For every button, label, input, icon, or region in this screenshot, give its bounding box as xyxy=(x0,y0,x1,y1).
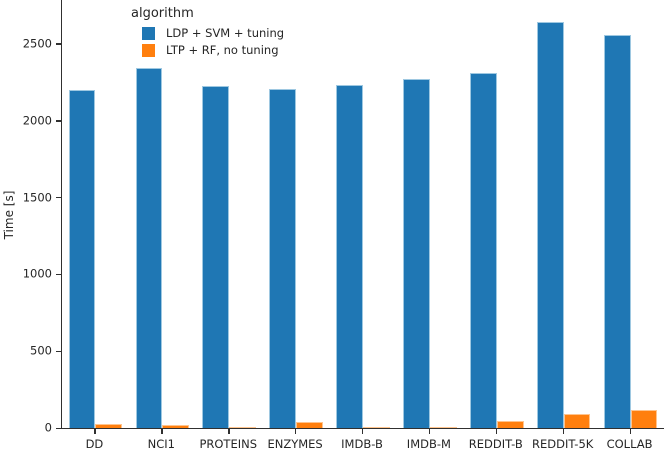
bar-enzymes-series1 xyxy=(296,421,323,428)
legend-item-label: LTP + RF, no tuning xyxy=(166,43,279,57)
y-tick-mark xyxy=(56,273,61,276)
bar-reddit-b-series0 xyxy=(470,73,497,428)
bar-proteins-series0 xyxy=(202,86,230,428)
x-tick-mark xyxy=(161,429,163,434)
bar-nci1-series0 xyxy=(135,67,163,428)
bar-imdb-b-series0 xyxy=(336,84,363,428)
bar-dd-series1 xyxy=(95,424,123,428)
x-tick-label-reddit-5k: REDDIT-5K xyxy=(531,437,594,451)
y-tick-mark xyxy=(56,350,61,352)
x-tick-label-reddit-b: REDDIT-B xyxy=(468,437,523,451)
legend-item-label: LDP + SVM + tuning xyxy=(166,26,285,40)
x-tick-mark xyxy=(295,429,297,434)
x-tick-label-nci1: NCI1 xyxy=(147,437,175,451)
x-tick-label-collab: COLLAB xyxy=(606,437,653,451)
y-tick-label: 500 xyxy=(30,343,52,358)
bar-collab-series0 xyxy=(603,34,631,428)
y-tick-label: 1500 xyxy=(22,190,52,205)
x-tick-label-proteins: PROTEINS xyxy=(199,437,257,451)
x-tick-mark xyxy=(629,429,631,434)
bar-collab-series1 xyxy=(630,409,658,428)
bar-reddit-b-series1 xyxy=(496,421,524,428)
x-tick-mark xyxy=(362,429,364,434)
bar-nci1-series1 xyxy=(162,424,190,428)
bar-proteins-series1 xyxy=(229,426,256,428)
x-tick-mark xyxy=(94,429,96,434)
y-tick-label: 0 xyxy=(44,420,52,435)
legend-item-1: LTP + RF, no tuning xyxy=(142,43,284,57)
x-tick-mark xyxy=(228,429,230,434)
bar-imdb-m-series1 xyxy=(429,427,457,428)
bar-dd-series0 xyxy=(68,90,96,428)
legend-items: LDP + SVM + tuning LTP + RF, no tuning xyxy=(131,26,284,57)
legend-swatch-icon xyxy=(142,26,155,40)
y-tick-mark xyxy=(56,43,61,45)
legend: algorithm LDP + SVM + tuning LTP + RF, no… xyxy=(131,6,284,60)
y-tick-label: 1000 xyxy=(22,266,52,281)
x-tick-mark xyxy=(562,429,564,434)
plot-area: algorithm LDP + SVM + tuning LTP + RF, no… xyxy=(61,0,664,429)
x-tick-label-imdb-m: IMDB-M xyxy=(406,437,451,451)
x-tick-label-dd: DD xyxy=(85,437,104,451)
legend-item-0: LDP + SVM + tuning xyxy=(142,26,284,40)
legend-title: algorithm xyxy=(131,6,194,21)
y-tick-label: 2000 xyxy=(22,113,52,128)
bar-enzymes-series0 xyxy=(269,89,297,428)
bar-reddit-5k-series0 xyxy=(536,21,564,428)
x-tick-mark xyxy=(495,429,498,434)
bar-imdb-b-series1 xyxy=(363,426,390,428)
y-tick-mark xyxy=(56,197,61,199)
bar-imdb-m-series0 xyxy=(403,79,430,428)
y-tick-mark xyxy=(56,120,61,122)
x-tick-label-imdb-b: IMDB-B xyxy=(341,437,383,451)
bar-reddit-5k-series1 xyxy=(563,414,591,428)
y-tick-label: 2500 xyxy=(22,36,52,51)
x-tick-label-enzymes: ENZYMES xyxy=(267,437,323,451)
y-tick-mark xyxy=(56,427,61,429)
legend-swatch-icon xyxy=(142,43,155,57)
x-tick-mark xyxy=(428,429,431,434)
